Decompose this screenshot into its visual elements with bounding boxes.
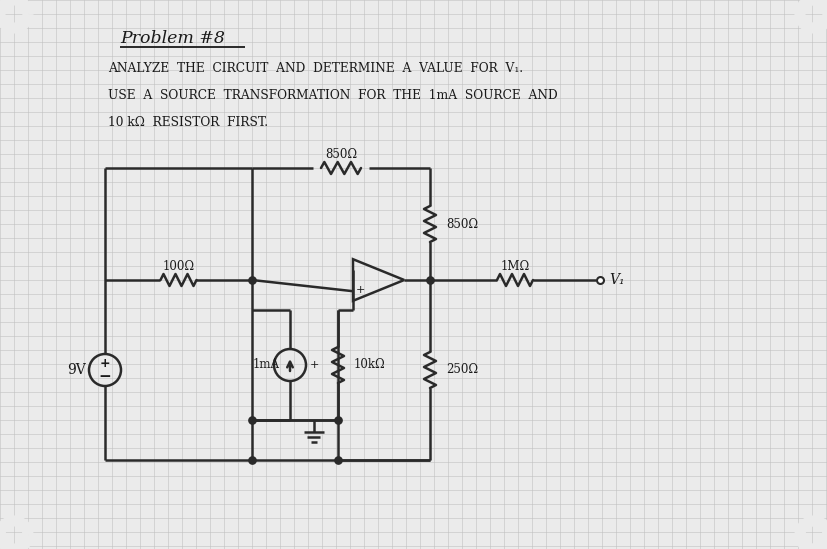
Text: −: − [98,369,112,384]
Text: 850Ω: 850Ω [324,148,356,160]
Text: 1MΩ: 1MΩ [500,260,529,273]
Text: 1mA: 1mA [252,358,280,372]
Text: +: + [309,360,319,370]
Text: Problem #8: Problem #8 [120,30,225,47]
Text: V₁: V₁ [609,273,624,287]
Text: 10kΩ: 10kΩ [354,358,385,372]
Text: USE  A  SOURCE  TRANSFORMATION  FOR  THE  1mA  SOURCE  AND: USE A SOURCE TRANSFORMATION FOR THE 1mA … [108,88,557,102]
Text: 9V: 9V [68,363,86,377]
Text: ANALYZE  THE  CIRCUIT  AND  DETERMINE  A  VALUE  FOR  V₁.: ANALYZE THE CIRCUIT AND DETERMINE A VALU… [108,61,523,75]
Text: +: + [355,285,364,295]
Text: 250Ω: 250Ω [446,363,477,377]
Text: 100Ω: 100Ω [162,260,194,273]
Text: 10 kΩ  RESISTOR  FIRST.: 10 kΩ RESISTOR FIRST. [108,115,268,128]
Text: +: + [99,357,110,371]
Text: 850Ω: 850Ω [446,217,477,231]
